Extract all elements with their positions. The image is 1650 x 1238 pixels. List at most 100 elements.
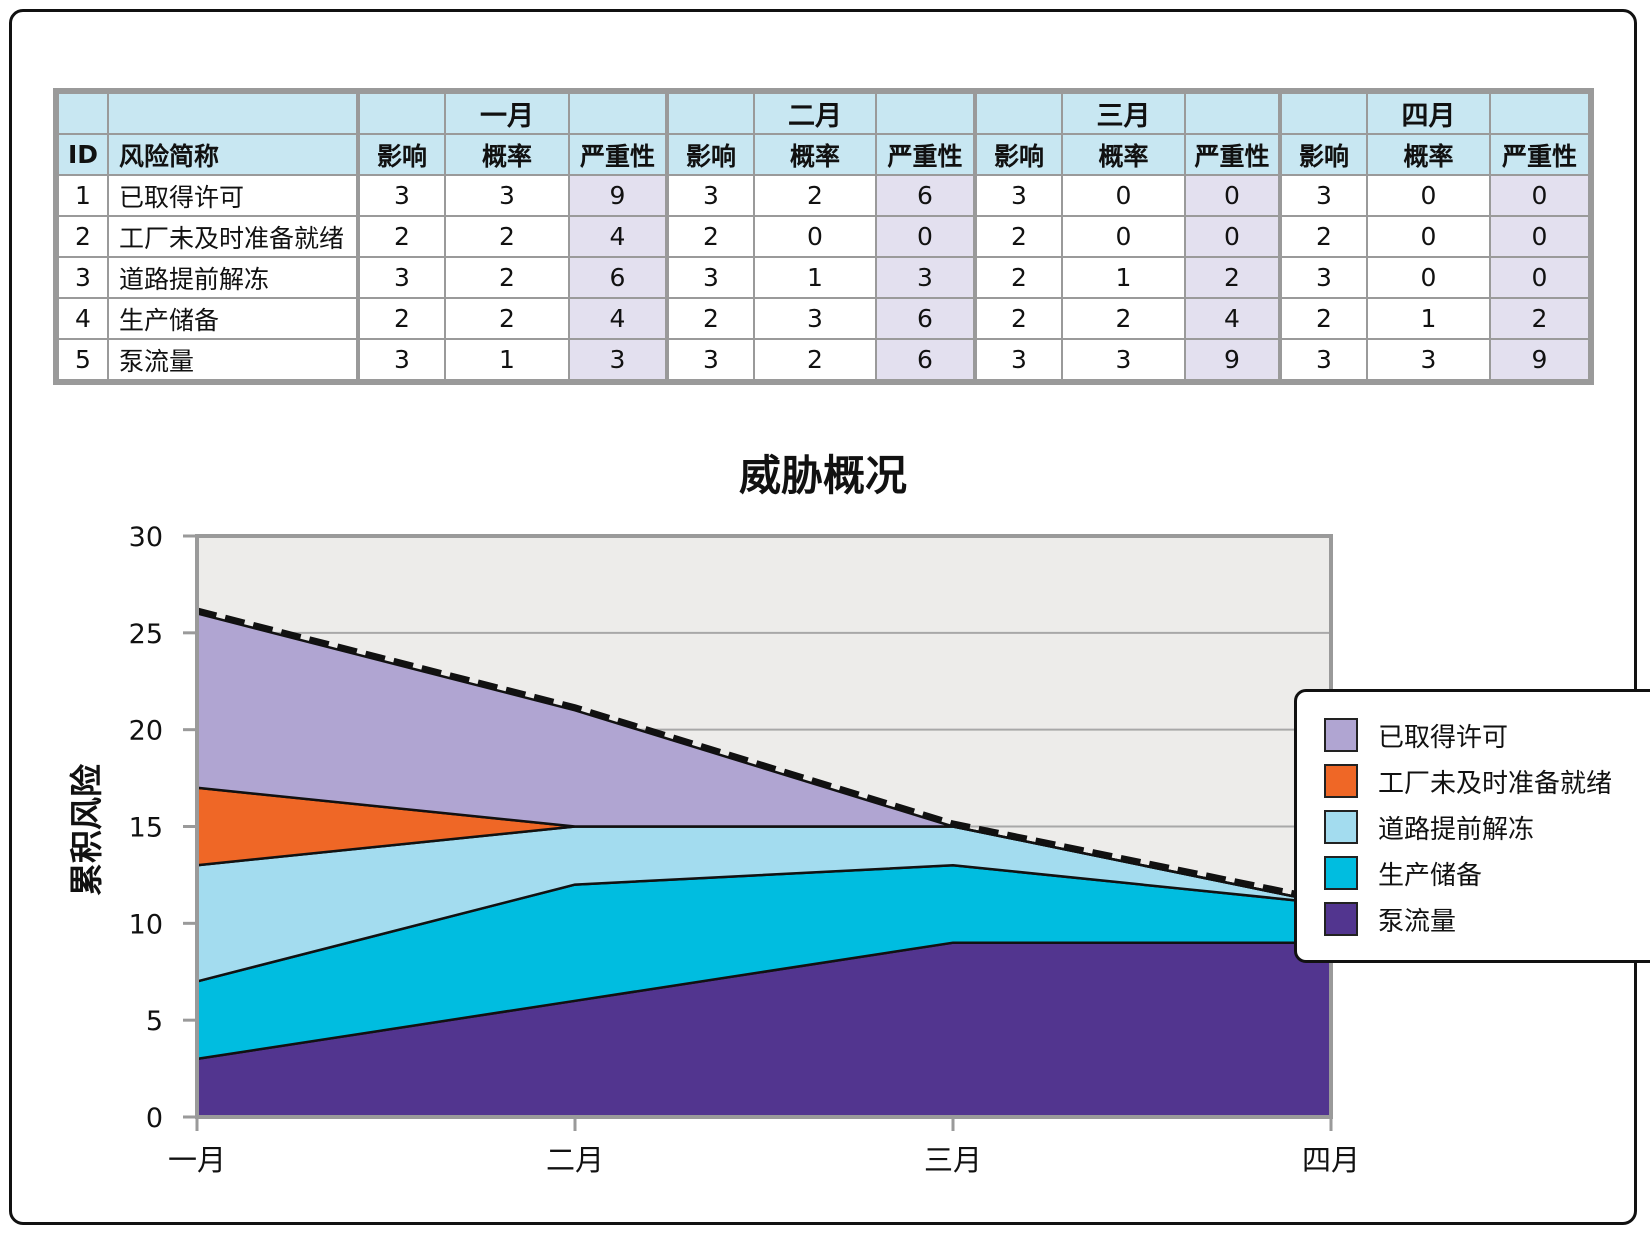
row-risk-name: 工厂未及时准备就绪 [107,215,359,258]
cell-impact: 2 [665,215,755,258]
cell-probability: 1 [1366,297,1491,340]
cell-impact: 3 [356,174,446,217]
cell-impact: 3 [1278,174,1368,217]
cell-impact: 3 [665,256,755,299]
header-sub: 概率 [1061,133,1186,176]
cell-impact: 3 [356,256,446,299]
header-sub: 严重性 [1489,133,1590,176]
y-tick-label: 5 [146,1006,163,1037]
cell-impact: 3 [1278,256,1368,299]
cell-probability: 3 [753,297,877,340]
header-blank-id [57,92,109,135]
header-sub: 影响 [356,133,446,176]
cell-severity: 6 [568,256,668,299]
y-tick-label: 25 [129,619,163,650]
chart-title: 威胁概况 [739,451,907,500]
cell-severity: 6 [875,297,976,340]
cell-probability: 2 [1061,297,1186,340]
chart-legend: 已取得许可 工厂未及时准备就绪 道路提前解冻 生产储备 泵流量 [1294,689,1650,963]
legend-label: 生产储备 [1378,860,1483,891]
total-risk-line [196,607,1332,904]
cell-impact: 3 [665,174,755,217]
header-blank [568,92,668,135]
header-blank [356,92,446,135]
header-month: 一月 [444,92,570,135]
cell-probability: 0 [1061,215,1186,258]
table-row: 5 泵流量 3 1 3 3 2 6 3 3 9 3 3 9 [57,338,1590,381]
row-risk-name: 泵流量 [107,338,359,381]
header-row-months: 一月 二月 三月 四月 [57,92,1590,135]
header-month: 四月 [1366,92,1491,135]
y-tick-label: 10 [129,909,163,940]
cell-impact: 3 [665,338,755,381]
cell-probability: 2 [753,338,877,381]
cell-severity: 4 [568,215,668,258]
cell-probability: 0 [753,215,877,258]
cell-probability: 3 [1366,338,1491,381]
header-month: 二月 [753,92,877,135]
x-tick-label: 二月 [546,1143,604,1177]
cell-severity: 3 [875,256,976,299]
legend-swatch [1324,856,1358,890]
cell-impact: 2 [665,297,755,340]
cell-probability: 0 [1366,215,1491,258]
header-sub: 影响 [1278,133,1368,176]
cell-probability: 1 [753,256,877,299]
cell-probability: 3 [444,174,570,217]
cell-impact: 2 [973,256,1063,299]
risk-table: 一月 二月 三月 四月 ID 风险简称 影响 概率 严重性 影响 概率 严重性 影响 概率 严重性 影响 概率严… [53,88,1594,385]
legend-item: 泵流量 [1324,900,1456,938]
x-tick-label: 四月 [1302,1143,1360,1177]
legend-label: 工厂未及时准备就绪 [1378,768,1613,799]
header-risk-name: 风险简称 [107,133,359,176]
cell-impact: 3 [1278,338,1368,381]
cell-probability: 2 [444,297,570,340]
header-sub: 严重性 [875,133,976,176]
row-id: 5 [57,338,109,381]
header-sub: 概率 [444,133,570,176]
legend-swatch [1324,810,1358,844]
header-sub: 影响 [665,133,755,176]
legend-swatch [1324,902,1358,936]
row-risk-name: 道路提前解冻 [107,256,359,299]
legend-item: 已取得许可 [1324,716,1508,754]
row-risk-name: 已取得许可 [107,174,359,217]
legend-swatch [1324,764,1358,798]
cell-probability: 0 [1061,174,1186,217]
cell-severity: 9 [1184,338,1281,381]
header-blank [875,92,976,135]
cell-impact: 2 [1278,215,1368,258]
header-sub: 影响 [973,133,1063,176]
header-sub: 严重性 [568,133,668,176]
cell-probability: 0 [1366,256,1491,299]
table-row: 1 已取得许可 3 3 9 3 2 6 3 0 0 3 0 0 [57,174,1590,217]
cell-probability: 2 [444,215,570,258]
header-blank [1489,92,1590,135]
legend-label: 泵流量 [1378,906,1457,937]
cell-severity: 2 [1489,297,1590,340]
row-id: 3 [57,256,109,299]
header-blank [1278,92,1368,135]
legend-item: 工厂未及时准备就绪 [1324,762,1612,800]
cell-impact: 2 [356,297,446,340]
cell-impact: 2 [356,215,446,258]
y-tick-label: 20 [129,716,163,747]
cell-impact: 2 [1278,297,1368,340]
cell-severity: 0 [1489,174,1590,217]
y-axis-label: 累积风险 [67,763,106,896]
header-row-columns: ID 风险简称 影响 概率 严重性 影响 概率 严重性 影响 概率 严重性 影响 概率 严重性 [57,133,1590,176]
x-tick-label: 三月 [924,1143,982,1177]
header-sub: 概率 [753,133,877,176]
cell-probability: 2 [444,256,570,299]
y-tick-label: 15 [129,813,163,844]
cell-impact: 2 [973,215,1063,258]
legend-label: 已取得许可 [1378,722,1509,753]
header-id: ID [57,133,109,176]
cell-probability: 1 [1061,256,1186,299]
cell-impact: 2 [973,297,1063,340]
cell-severity: 3 [568,338,668,381]
cell-severity: 6 [875,174,976,217]
cell-severity: 9 [1489,338,1590,381]
cell-severity: 0 [1489,256,1590,299]
header-blank [1184,92,1281,135]
